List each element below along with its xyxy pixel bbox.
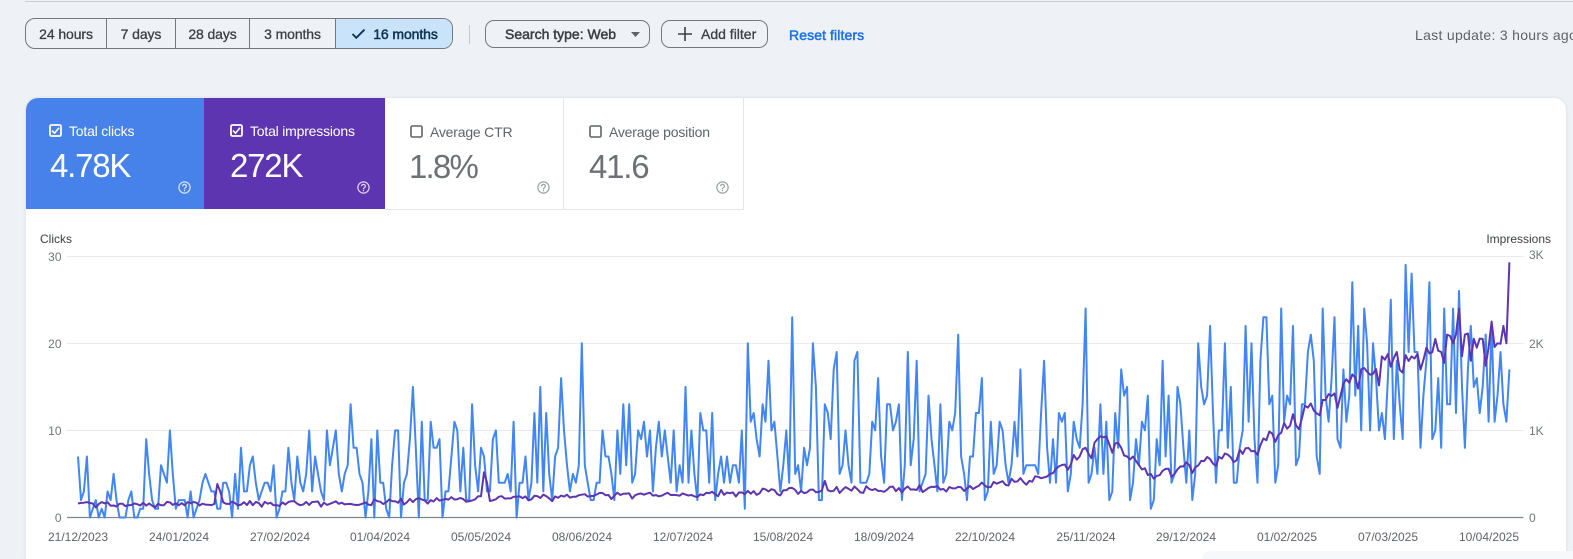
svg-text:0: 0 [55, 511, 62, 525]
svg-text:Clicks: Clicks [40, 232, 72, 246]
svg-text:07/03/2025: 07/03/2025 [1358, 530, 1418, 544]
svg-text:22/10/2024: 22/10/2024 [955, 530, 1015, 544]
svg-text:0: 0 [1529, 511, 1536, 525]
svg-text:08/06/2024: 08/06/2024 [552, 530, 612, 544]
svg-text:24/01/2024: 24/01/2024 [149, 530, 209, 544]
svg-text:12/07/2024: 12/07/2024 [653, 530, 713, 544]
svg-text:Impressions: Impressions [1486, 232, 1551, 246]
svg-text:25/11/2024: 25/11/2024 [1056, 530, 1115, 544]
svg-text:1K: 1K [1529, 424, 1544, 438]
svg-text:21/12/2023: 21/12/2023 [48, 530, 108, 544]
svg-text:10/04/2025: 10/04/2025 [1459, 530, 1519, 544]
svg-text:3K: 3K [1529, 248, 1544, 262]
svg-text:01/04/2024: 01/04/2024 [350, 530, 410, 544]
svg-text:27/02/2024: 27/02/2024 [250, 530, 310, 544]
svg-text:18/09/2024: 18/09/2024 [854, 530, 914, 544]
svg-text:30: 30 [48, 250, 62, 264]
svg-text:15/08/2024: 15/08/2024 [753, 530, 813, 544]
svg-text:10: 10 [48, 424, 62, 438]
svg-text:05/05/2024: 05/05/2024 [451, 530, 511, 544]
svg-text:2K: 2K [1529, 337, 1544, 351]
svg-text:01/02/2025: 01/02/2025 [1257, 530, 1317, 544]
svg-text:20: 20 [48, 337, 62, 351]
svg-text:29/12/2024: 29/12/2024 [1156, 530, 1216, 544]
